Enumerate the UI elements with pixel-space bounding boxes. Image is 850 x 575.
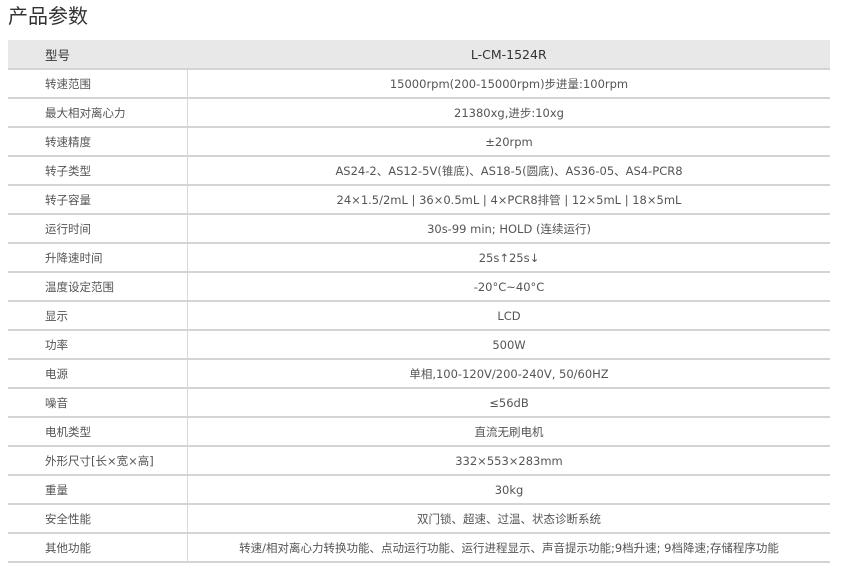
spec-value: 双门锁、超速、过温、状态诊断系统 [187,504,830,534]
spec-label: 运行时间 [8,214,188,244]
spec-label: 重量 [8,475,188,505]
table-row: 外形尺寸[长×宽×高] 332×553×283mm [8,446,830,476]
table-row: 转子类型 AS24-2、AS12-5V(锥底)、AS18-5(圆底)、AS36-0… [8,156,830,186]
spec-label: 转速精度 [8,127,188,157]
spec-value: -20°C~40°C [187,272,830,302]
header-label: 型号 [8,40,188,70]
spec-label: 噪音 [8,388,188,418]
spec-label: 转子类型 [8,156,188,186]
table-row: 安全性能 双门锁、超速、过温、状态诊断系统 [8,504,830,534]
spec-value: 24×1.5/2mL | 36×0.5mL | 4×PCR8排管 | 12×5m… [187,185,830,215]
table-row: 运行时间 30s-99 min; HOLD (连续运行) [8,214,830,244]
header-value: L-CM-1524R [187,40,830,70]
spec-value: ±20rpm [187,127,830,157]
spec-value: 15000rpm(200-15000rpm)步进量:100rpm [187,69,830,99]
spec-value: 直流无刷电机 [187,417,830,447]
spec-value: ≤56dB [187,388,830,418]
spec-value: 30kg [187,475,830,505]
table-row: 重量 30kg [8,475,830,505]
table-row: 转速精度 ±20rpm [8,127,830,157]
table-header-row: 型号 L-CM-1524R [8,40,830,70]
spec-value: 500W [187,330,830,360]
page-title: 产品参数 [8,4,88,28]
table-row: 温度设定范围 -20°C~40°C [8,272,830,302]
table-row: 噪音 ≤56dB [8,388,830,418]
spec-label: 功率 [8,330,188,360]
spec-value: 332×553×283mm [187,446,830,476]
table-row: 转速范围 15000rpm(200-15000rpm)步进量:100rpm [8,69,830,99]
spec-label: 电机类型 [8,417,188,447]
spec-label: 安全性能 [8,504,188,534]
spec-label: 电源 [8,359,188,389]
spec-label: 外形尺寸[长×宽×高] [8,446,188,476]
spec-value: 转速/相对离心力转换功能、点动运行功能、运行进程显示、声音提示功能;9档升速; … [187,533,830,563]
table-row: 功率 500W [8,330,830,360]
table-row: 其他功能 转速/相对离心力转换功能、点动运行功能、运行进程显示、声音提示功能;9档… [8,533,830,563]
spec-table: 型号 L-CM-1524R 转速范围 15000rpm(200-15000rpm)… [8,40,830,563]
spec-label: 温度设定范围 [8,272,188,302]
spec-label: 转子容量 [8,185,188,215]
spec-value: 25s↑25s↓ [187,243,830,273]
spec-label: 升降速时间 [8,243,188,273]
spec-value: AS24-2、AS12-5V(锥底)、AS18-5(圆底)、AS36-05、AS… [187,156,830,186]
table-row: 转子容量 24×1.5/2mL | 36×0.5mL | 4×PCR8排管 | 1… [8,185,830,215]
table-row: 最大相对离心力 21380xg,进步:10xg [8,98,830,128]
table-row: 升降速时间 25s↑25s↓ [8,243,830,273]
table-row: 电机类型 直流无刷电机 [8,417,830,447]
spec-label: 转速范围 [8,69,188,99]
spec-label: 其他功能 [8,533,188,563]
spec-value: 单相,100-120V/200-240V, 50/60HZ [187,359,830,389]
spec-label: 最大相对离心力 [8,98,188,128]
spec-value: 21380xg,进步:10xg [187,98,830,128]
spec-label: 显示 [8,301,188,331]
table-row: 显示 LCD [8,301,830,331]
spec-value: LCD [187,301,830,331]
table-row: 电源 单相,100-120V/200-240V, 50/60HZ [8,359,830,389]
spec-value: 30s-99 min; HOLD (连续运行) [187,214,830,244]
